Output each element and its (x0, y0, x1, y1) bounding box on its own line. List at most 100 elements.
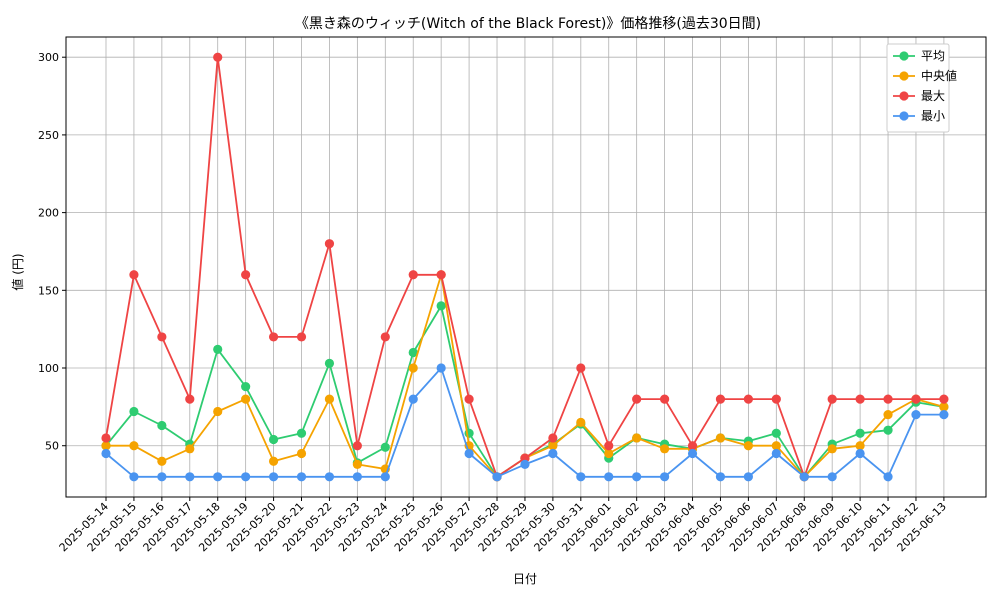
data-point (743, 441, 753, 451)
data-point (576, 417, 586, 428)
data-point (883, 410, 893, 420)
data-point (436, 301, 446, 311)
data-point (241, 270, 251, 280)
data-point (576, 363, 586, 373)
data-point (548, 441, 558, 451)
legend-label: 最小 (921, 109, 945, 123)
y-tick-label: 300 (38, 51, 59, 64)
data-point (213, 52, 223, 62)
legend-box (886, 43, 950, 133)
data-point (883, 394, 893, 404)
y-tick-label: 250 (38, 129, 59, 142)
data-point (129, 441, 139, 451)
data-point (129, 406, 139, 417)
data-point (241, 472, 251, 482)
data-point (157, 456, 167, 466)
data-point (632, 394, 642, 404)
y-tick-label: 50 (45, 440, 59, 453)
x-axis-label: 日付 (513, 572, 537, 586)
y-tick-label: 150 (38, 284, 59, 297)
data-point (771, 441, 781, 451)
data-point (799, 472, 809, 482)
data-point (436, 270, 446, 280)
data-point (464, 394, 474, 404)
data-point (604, 472, 614, 482)
data-point (632, 433, 642, 443)
data-point (715, 433, 726, 443)
data-point (492, 472, 502, 482)
data-point (548, 433, 558, 443)
data-point (855, 441, 865, 451)
data-point (855, 428, 865, 438)
data-point (380, 332, 390, 342)
data-point (268, 472, 279, 482)
data-point (771, 448, 781, 459)
data-point (660, 472, 670, 482)
data-point (324, 472, 335, 482)
data-point (408, 363, 418, 373)
data-point (715, 394, 726, 404)
data-point (129, 270, 139, 280)
data-point (827, 444, 837, 454)
data-point (855, 448, 865, 459)
data-point (911, 410, 921, 420)
data-point (939, 402, 949, 412)
grid (66, 37, 986, 497)
data-point (408, 347, 418, 358)
legend-marker (899, 91, 909, 101)
data-point (408, 270, 418, 280)
legend-label: 中央値 (921, 68, 957, 83)
data-point (268, 332, 279, 342)
data-point (101, 448, 111, 459)
data-point (883, 472, 893, 482)
data-point (324, 239, 335, 249)
data-point (660, 394, 670, 404)
data-point (604, 448, 614, 459)
data-point (687, 448, 698, 459)
y-axis-label: 値 (円) (10, 253, 25, 290)
data-point (296, 448, 307, 459)
chart-title: 《黒き森のウィッチ(Witch of the Black Forest)》価格推… (295, 16, 761, 32)
data-point (268, 456, 279, 466)
data-point (185, 444, 195, 454)
data-point (101, 433, 111, 443)
data-point (352, 472, 362, 482)
data-point (771, 394, 781, 404)
data-point (296, 332, 307, 342)
data-point (324, 358, 335, 368)
data-point (911, 394, 921, 404)
legend-marker (899, 51, 909, 61)
data-point (324, 394, 335, 404)
data-point (855, 394, 865, 404)
data-point (352, 459, 362, 469)
data-point (743, 394, 753, 404)
legend-label: 平均 (921, 49, 945, 63)
legend-marker (899, 111, 909, 121)
data-point (157, 472, 167, 482)
data-point (436, 363, 446, 373)
data-point (743, 472, 753, 482)
data-point (185, 472, 195, 482)
data-point (604, 441, 614, 451)
data-point (883, 425, 893, 435)
data-point (771, 428, 781, 438)
data-point (632, 472, 642, 482)
data-point (101, 441, 111, 451)
data-point (268, 434, 279, 445)
data-point (296, 472, 307, 482)
data-point (380, 442, 390, 452)
data-point (296, 428, 307, 438)
data-point (939, 410, 949, 420)
data-point (352, 441, 362, 451)
data-point (213, 344, 223, 354)
legend-label: 最大 (921, 89, 945, 103)
data-point (464, 448, 474, 459)
legend-marker (899, 71, 909, 81)
data-point (827, 472, 837, 482)
y-tick-label: 200 (38, 207, 59, 220)
data-point (408, 394, 418, 404)
data-point (213, 472, 223, 482)
